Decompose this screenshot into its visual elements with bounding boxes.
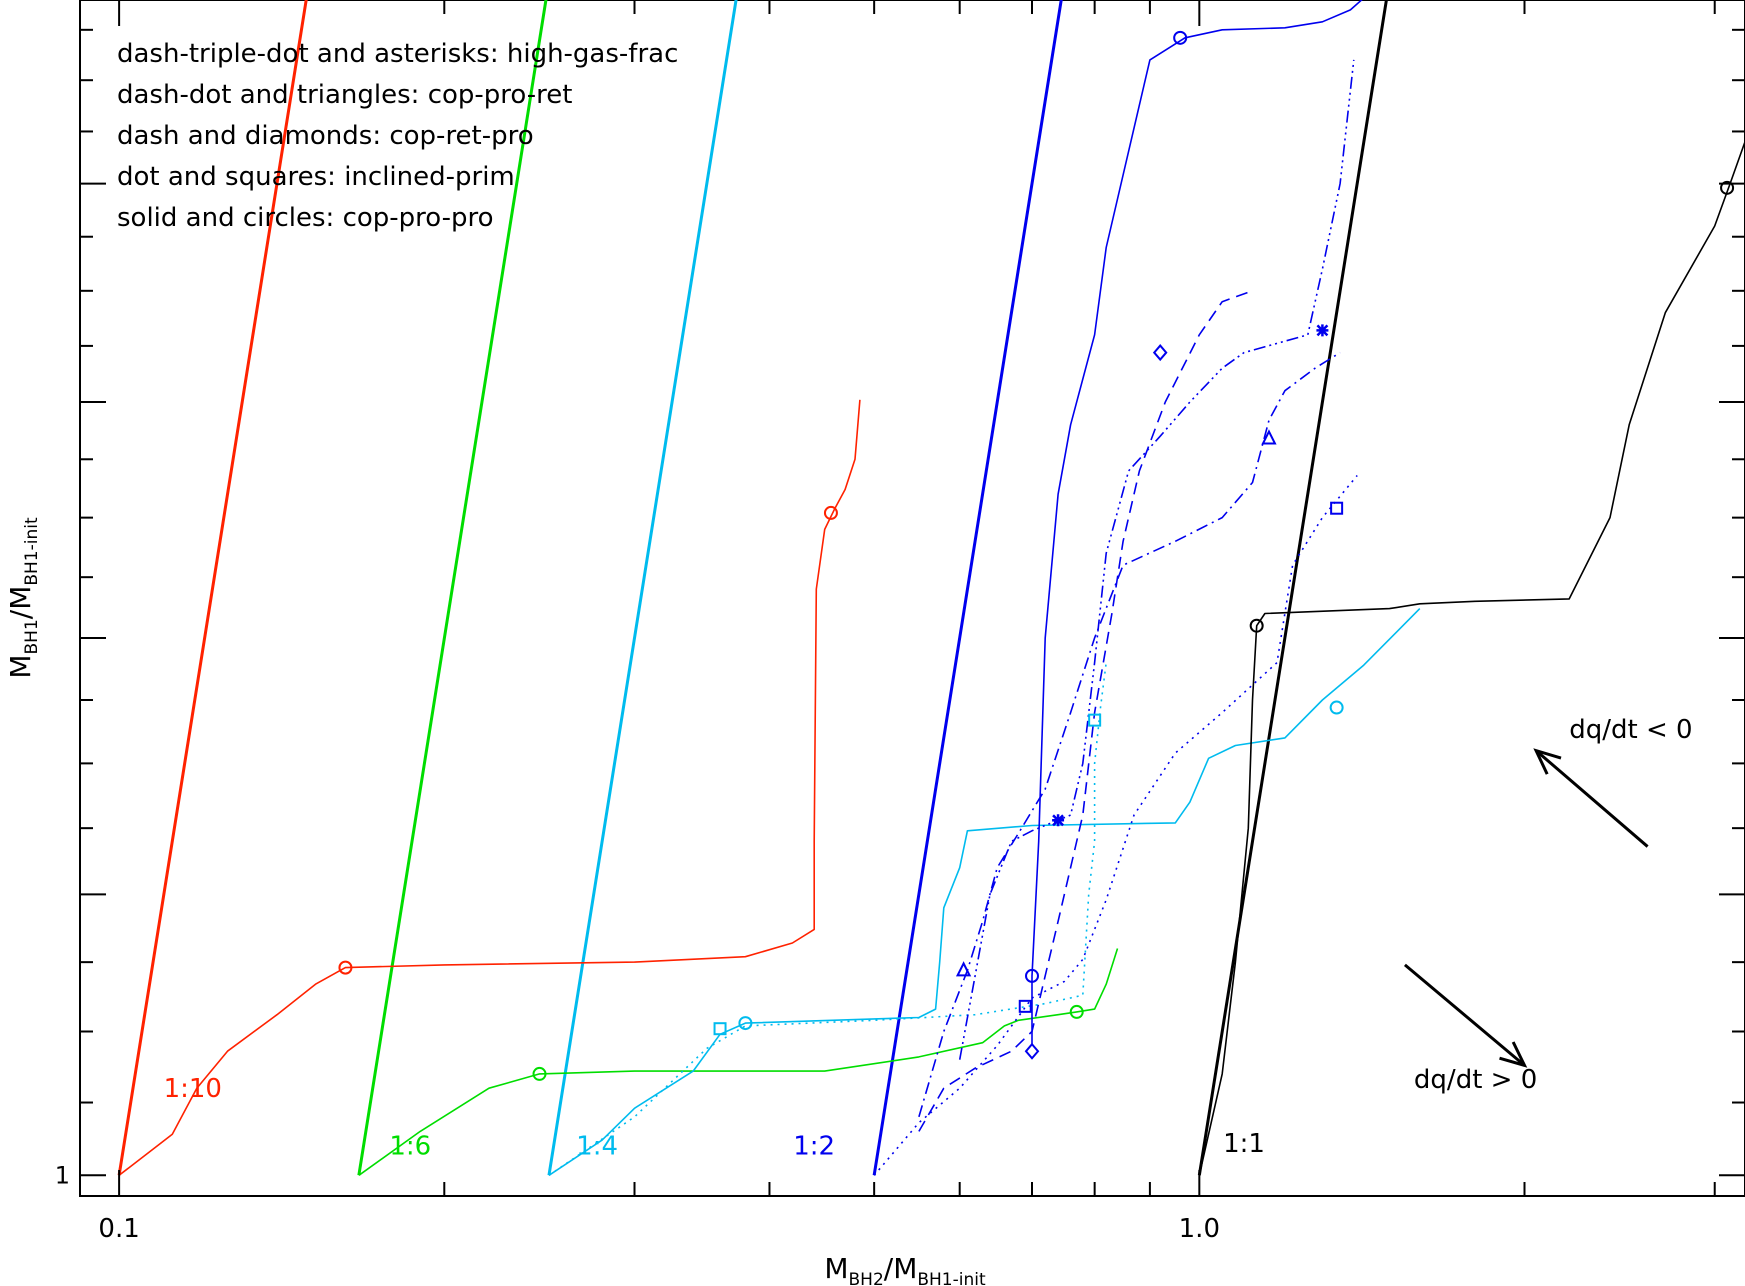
marker-8-0	[955, 961, 972, 977]
series-line-0	[118, 399, 861, 1176]
marker-4-1	[1720, 180, 1735, 195]
marker-8-1	[1261, 429, 1277, 445]
legend-entry-0: dash-triple-dot and asterisks: high-gas-…	[117, 39, 678, 69]
series-line-8	[918, 351, 1341, 1118]
ref-label-4: 1:1	[1223, 1129, 1265, 1159]
ref-line-4	[1197, 0, 1388, 1176]
axis-ticks	[80, 0, 1745, 1196]
axis-tick-labels: 0.1 1.0 1	[55, 1161, 1220, 1244]
series-line-3	[1031, 0, 1363, 1046]
marker-0-1	[823, 505, 838, 520]
marker-1-1	[1069, 1004, 1084, 1019]
series-line-2	[548, 608, 1421, 1176]
arrow-head-0	[1533, 748, 1562, 775]
legend-entry-4: solid and circles: cop-pro-pro	[117, 203, 494, 233]
x-tick-label-0: 0.1	[98, 1214, 139, 1244]
marker-0-0	[338, 960, 353, 975]
arrow-shaft-1	[1403, 963, 1526, 1067]
ref-line-0	[117, 0, 308, 1176]
ref-line-2	[547, 0, 738, 1176]
marker-9-1	[1152, 344, 1168, 362]
ref-line-3	[872, 0, 1063, 1176]
marker-3-1	[1173, 30, 1188, 45]
y-axis-label: MBH1/MBH1-init	[4, 517, 42, 679]
series-line-5	[548, 662, 1107, 1176]
legend-entry-1: dash-dot and triangles: cop-pro-ret	[117, 80, 573, 110]
annotation-0: dq/dt < 0	[1569, 715, 1692, 745]
reference-lines	[117, 0, 1388, 1176]
arrow-head-1	[1499, 1041, 1528, 1068]
reference-labels: 1:10 1:6 1:4 1:2 1:1	[164, 1074, 1265, 1162]
marker-9-0	[1024, 1042, 1040, 1060]
legend: dash-triple-dot and asterisks: high-gas-…	[117, 39, 678, 233]
ref-line-1	[357, 0, 548, 1176]
marker-7-0	[1052, 814, 1065, 827]
data-markers	[338, 30, 1735, 1081]
series-line-6	[873, 474, 1358, 1176]
ref-label-0: 1:10	[164, 1074, 222, 1104]
direction-arrows	[1403, 748, 1649, 1068]
series-line-9	[918, 290, 1253, 1132]
annotations: dq/dt < 0 dq/dt > 0	[1414, 715, 1693, 1095]
series-line-7	[958, 59, 1355, 1060]
annotation-1: dq/dt > 0	[1414, 1065, 1537, 1095]
marker-6-0	[1018, 999, 1032, 1013]
marker-7-1	[1316, 324, 1329, 337]
marker-3-0	[1025, 968, 1040, 983]
arrow-shaft-0	[1535, 749, 1649, 848]
y-tick-label-0: 1	[55, 1161, 70, 1189]
marker-5-0	[713, 1022, 727, 1036]
marker-6-1	[1330, 501, 1344, 515]
ref-label-3: 1:2	[793, 1132, 835, 1162]
marker-4-0	[1249, 618, 1264, 633]
x-axis-label: MBH2/MBH1-init	[824, 1252, 986, 1286]
ref-label-1: 1:6	[389, 1132, 431, 1162]
plot-frame	[79, 0, 1745, 1197]
series-line-1	[358, 948, 1119, 1176]
legend-entry-2: dash and diamonds: cop-ret-pro	[117, 121, 534, 151]
series-line-4	[1198, 141, 1745, 1176]
marker-2-1	[1329, 700, 1344, 715]
ref-label-2: 1:4	[576, 1132, 618, 1162]
legend-entry-3: dot and squares: inclined-prim	[117, 162, 515, 192]
marker-5-1	[1088, 713, 1102, 727]
x-tick-label-1: 1.0	[1179, 1214, 1220, 1244]
marker-2-0	[738, 1016, 753, 1031]
marker-1-0	[532, 1066, 547, 1081]
